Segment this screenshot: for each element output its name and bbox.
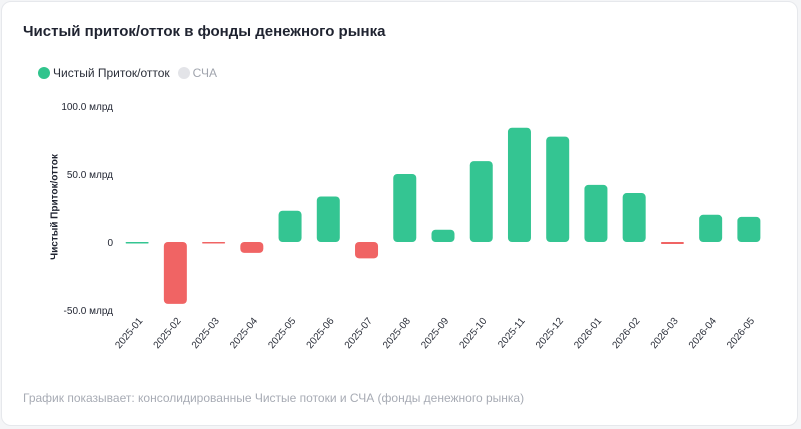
x-tick-label: 2025-04 — [228, 316, 260, 352]
y-tick-label: -50.0 млрд — [64, 306, 114, 317]
x-tick-label: 2026-04 — [687, 316, 719, 352]
bar-2025-09[interactable] — [431, 229, 455, 242]
bar-2026-03[interactable] — [660, 242, 684, 245]
x-tick-label: 2025-10 — [458, 316, 490, 352]
x-tick-label: 2025-11 — [496, 316, 528, 351]
legend-dot-net-flow — [38, 67, 50, 79]
legend-item-net-flow[interactable]: Чистый Приток/отток — [38, 66, 170, 80]
bar-2025-04[interactable] — [240, 242, 264, 253]
legend-label-nav: СЧА — [192, 66, 217, 80]
bar-2025-05[interactable] — [278, 210, 302, 242]
legend-item-nav[interactable]: СЧА — [177, 66, 217, 80]
x-tick-label: 2026-05 — [725, 316, 757, 352]
x-tick-label: 2025-01 — [113, 316, 145, 352]
bar-2026-02[interactable] — [622, 193, 646, 242]
legend-label-net-flow: Чистый Приток/отток — [53, 66, 170, 80]
y-tick-label: 0 — [107, 238, 113, 249]
bar-2026-04[interactable] — [699, 214, 723, 242]
bar-2025-07[interactable] — [355, 242, 379, 259]
chart-title: Чистый приток/отток в фонды денежного ры… — [23, 23, 386, 40]
bar-2026-05[interactable] — [737, 216, 761, 242]
y-tick-label: 100.0 млрд — [61, 102, 113, 113]
chart-legend: Чистый Приток/отток СЧА — [38, 66, 225, 80]
x-tick-label: 2026-03 — [649, 316, 681, 352]
legend-dot-nav — [177, 67, 190, 79]
x-tick-label: 2025-02 — [152, 316, 184, 352]
bar-2025-11[interactable] — [507, 127, 531, 242]
bar-2025-02[interactable] — [163, 242, 187, 304]
x-tick-label: 2025-12 — [534, 316, 566, 352]
x-tick-label: 2025-09 — [419, 316, 451, 352]
bar-2025-12[interactable] — [546, 136, 570, 242]
x-tick-label: 2025-05 — [266, 316, 298, 352]
bar-2025-01[interactable] — [125, 242, 149, 244]
x-tick-label: 2026-02 — [610, 316, 642, 352]
x-tick-label: 2026-01 — [572, 316, 604, 352]
bar-2025-06[interactable] — [316, 196, 340, 242]
y-tick-label: 50.0 млрд — [67, 170, 113, 181]
bar-2025-08[interactable] — [393, 174, 417, 242]
x-tick-label: 2025-03 — [190, 316, 222, 352]
x-tick-label: 2025-08 — [381, 316, 413, 352]
bar-2025-10[interactable] — [469, 161, 493, 242]
chart-footnote: График показывает: консолидированные Чис… — [23, 391, 525, 405]
bar-2026-01[interactable] — [584, 184, 608, 242]
x-tick-label: 2025-07 — [343, 316, 375, 352]
x-tick-label: 2025-06 — [305, 316, 337, 352]
bar-2025-03[interactable] — [202, 242, 226, 244]
